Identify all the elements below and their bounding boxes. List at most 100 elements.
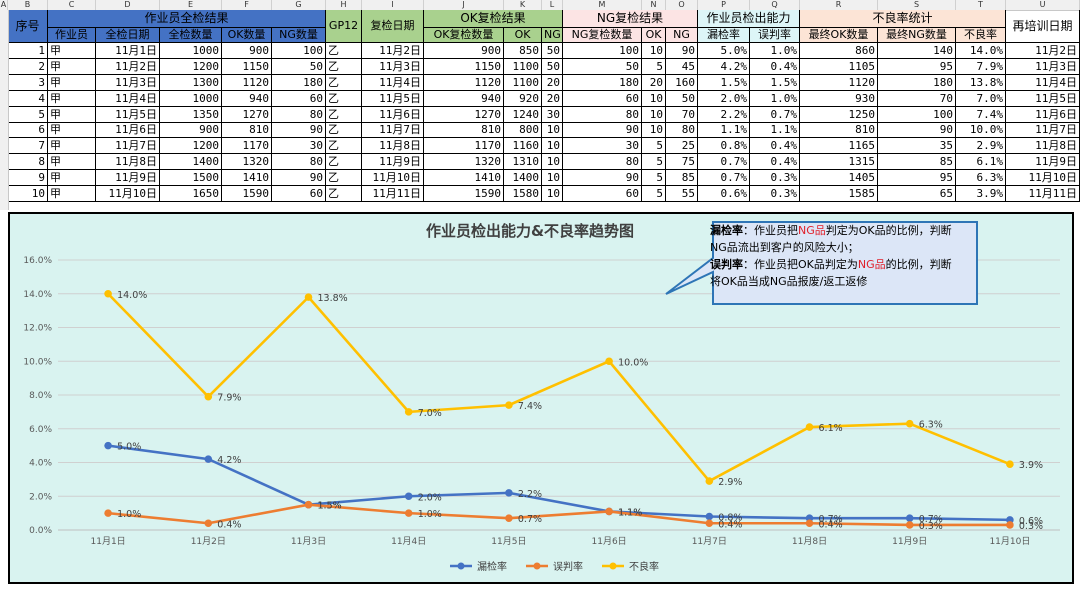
- table-cell-gp[interactable]: 乙: [326, 170, 362, 186]
- table-cell-okng[interactable]: 10: [542, 138, 563, 154]
- header-ng-recheck[interactable]: NG复检结果: [563, 10, 698, 28]
- table-cell-op[interactable]: 甲: [48, 154, 96, 170]
- table-cell-full[interactable]: 1400: [160, 154, 222, 170]
- table-cell-d1[interactable]: 11月1日: [96, 43, 160, 59]
- column-letter-I[interactable]: I: [362, 0, 424, 10]
- table-cell-miss[interactable]: 0.7%: [698, 170, 750, 186]
- table-cell-fok[interactable]: 1120: [800, 75, 878, 91]
- table-cell-def[interactable]: 6.1%: [956, 154, 1006, 170]
- table-cell-def[interactable]: 3.9%: [956, 186, 1006, 202]
- table-cell-okok[interactable]: 1310: [504, 154, 542, 170]
- table-cell-fng[interactable]: 95: [878, 170, 956, 186]
- column-letter-B[interactable]: B: [8, 0, 48, 10]
- subheader-false_rate[interactable]: 误判率: [750, 28, 800, 43]
- table-cell-okng[interactable]: 10: [542, 123, 563, 138]
- table-cell-op[interactable]: 甲: [48, 186, 96, 202]
- table-cell-miss[interactable]: 1.5%: [698, 75, 750, 91]
- table-cell-okok[interactable]: 1400: [504, 170, 542, 186]
- table-cell-def[interactable]: 10.0%: [956, 123, 1006, 138]
- table-cell-false[interactable]: 1.5%: [750, 75, 800, 91]
- table-cell-d3[interactable]: 11月3日: [1006, 59, 1080, 75]
- table-cell-okok[interactable]: 800: [504, 123, 542, 138]
- table-cell-ng[interactable]: 90: [272, 170, 326, 186]
- column-letter-P[interactable]: P: [698, 0, 750, 10]
- table-cell-ngr[interactable]: 90: [563, 170, 642, 186]
- table-cell-d3[interactable]: 11月11日: [1006, 186, 1080, 202]
- table-cell-miss[interactable]: 0.7%: [698, 154, 750, 170]
- subheader-ng_qty[interactable]: NG数量: [272, 28, 326, 43]
- table-cell-okok[interactable]: 1240: [504, 107, 542, 123]
- table-cell-ngok[interactable]: 10: [642, 91, 666, 107]
- table-cell-fng[interactable]: 70: [878, 91, 956, 107]
- column-letter-F[interactable]: F: [222, 0, 272, 10]
- table-cell-seq[interactable]: 5: [8, 107, 48, 123]
- table-cell-d2[interactable]: 11月3日: [362, 59, 424, 75]
- table-cell-full[interactable]: 1000: [160, 91, 222, 107]
- table-cell-okr[interactable]: 940: [424, 91, 504, 107]
- subheader-ok_recheck_qty[interactable]: OK复检数量: [424, 28, 504, 43]
- table-cell-d2[interactable]: 11月8日: [362, 138, 424, 154]
- table-cell-ok[interactable]: 1590: [222, 186, 272, 202]
- table-cell-ngok[interactable]: 10: [642, 43, 666, 59]
- table-cell-ngr[interactable]: 30: [563, 138, 642, 154]
- table-cell-ngok[interactable]: 10: [642, 107, 666, 123]
- table-cell-fng[interactable]: 90: [878, 123, 956, 138]
- table-cell-d3[interactable]: 11月8日: [1006, 138, 1080, 154]
- table-cell-okng[interactable]: 20: [542, 75, 563, 91]
- table-cell-ngok[interactable]: 5: [642, 59, 666, 75]
- table-cell-ngr[interactable]: 60: [563, 91, 642, 107]
- table-cell-d1[interactable]: 11月9日: [96, 170, 160, 186]
- table-cell-d1[interactable]: 11月6日: [96, 123, 160, 138]
- header-full-check[interactable]: 作业员全检结果: [48, 10, 326, 28]
- table-cell-d1[interactable]: 11月3日: [96, 75, 160, 91]
- table-cell-ng[interactable]: 180: [272, 75, 326, 91]
- table-cell-def[interactable]: 7.9%: [956, 59, 1006, 75]
- table-cell-okok[interactable]: 1100: [504, 75, 542, 91]
- column-letter-C[interactable]: C: [48, 0, 96, 10]
- subheader-full_qty[interactable]: 全检数量: [160, 28, 222, 43]
- column-letter-D[interactable]: D: [96, 0, 160, 10]
- table-cell-op[interactable]: 甲: [48, 43, 96, 59]
- table-cell-op[interactable]: 甲: [48, 59, 96, 75]
- table-cell-d1[interactable]: 11月7日: [96, 138, 160, 154]
- table-cell-ok[interactable]: 1320: [222, 154, 272, 170]
- trend-chart[interactable]: 作业员检出能力&不良率趋势图 0.0% 2.0% 4.0% 6.0% 8.0% 10.0% 1…: [8, 212, 1074, 584]
- table-cell-okng[interactable]: 50: [542, 43, 563, 59]
- table-cell-gp[interactable]: 乙: [326, 59, 362, 75]
- table-cell-d3[interactable]: 11月6日: [1006, 107, 1080, 123]
- table-cell-ng[interactable]: 30: [272, 138, 326, 154]
- table-cell-false[interactable]: 0.4%: [750, 138, 800, 154]
- table-cell-gp[interactable]: 乙: [326, 75, 362, 91]
- table-cell-seq[interactable]: 1: [8, 43, 48, 59]
- table-cell-false[interactable]: 1.0%: [750, 43, 800, 59]
- table-cell-ng[interactable]: 80: [272, 154, 326, 170]
- table-cell-full[interactable]: 1200: [160, 138, 222, 154]
- table-cell-ngng[interactable]: 70: [666, 107, 698, 123]
- table-cell-false[interactable]: 1.0%: [750, 91, 800, 107]
- table-cell-ngr[interactable]: 90: [563, 123, 642, 138]
- column-letter-K[interactable]: K: [504, 0, 542, 10]
- table-cell-fng[interactable]: 65: [878, 186, 956, 202]
- table-cell-fok[interactable]: 1250: [800, 107, 878, 123]
- subheader-full_date[interactable]: 全检日期: [96, 28, 160, 43]
- table-cell-okr[interactable]: 1410: [424, 170, 504, 186]
- table-cell-full[interactable]: 1650: [160, 186, 222, 202]
- table-cell-ok[interactable]: 1410: [222, 170, 272, 186]
- table-cell-ngok[interactable]: 5: [642, 138, 666, 154]
- subheader-defect_rate[interactable]: 不良率: [956, 28, 1006, 43]
- table-cell-ngng[interactable]: 85: [666, 170, 698, 186]
- table-cell-okr[interactable]: 1590: [424, 186, 504, 202]
- column-letter-R[interactable]: R: [800, 0, 878, 10]
- table-cell-ngng[interactable]: 75: [666, 154, 698, 170]
- table-cell-ngng[interactable]: 55: [666, 186, 698, 202]
- table-cell-seq[interactable]: 4: [8, 91, 48, 107]
- table-cell-fok[interactable]: 930: [800, 91, 878, 107]
- column-letter-J[interactable]: J: [424, 0, 504, 10]
- header-gp12[interactable]: GP12: [326, 10, 362, 43]
- table-cell-ok[interactable]: 1170: [222, 138, 272, 154]
- header-retrain[interactable]: 再培训日期: [1006, 10, 1080, 43]
- header-ability[interactable]: 作业员检出能力: [698, 10, 800, 28]
- table-cell-fng[interactable]: 95: [878, 59, 956, 75]
- table-cell-seq[interactable]: 9: [8, 170, 48, 186]
